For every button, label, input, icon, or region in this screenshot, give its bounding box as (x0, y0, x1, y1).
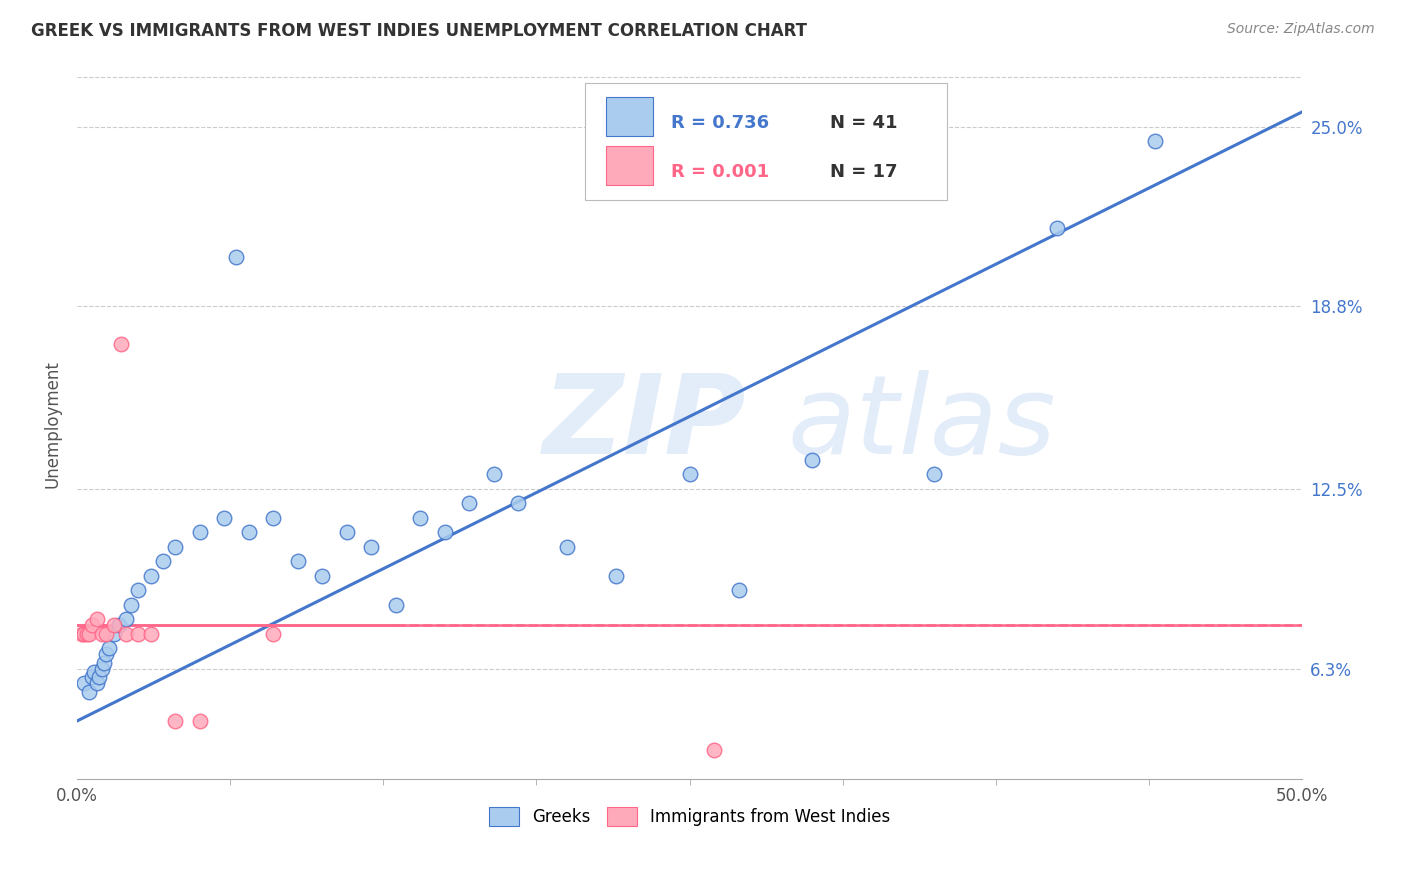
Point (555, 540, 578, 554)
Point (139, 569, 162, 583)
Point (212, 511, 235, 525)
Point (801, 453, 824, 467)
Point (90, 662, 112, 676)
Point (678, 467, 700, 482)
Point (139, 627, 162, 641)
Point (73, 627, 96, 641)
Text: N = 17: N = 17 (831, 163, 898, 181)
Point (165, 714, 187, 728)
Point (79, 627, 101, 641)
Point (120, 598, 142, 612)
Point (76, 627, 98, 641)
Point (83, 665, 105, 679)
Point (73, 676, 96, 690)
Point (703, 743, 725, 757)
Point (107, 618, 129, 632)
Point (115, 627, 138, 641)
Point (89, 670, 111, 684)
Point (86, 612, 108, 626)
Point (152, 554, 174, 568)
Point (335, 525, 357, 540)
Point (433, 525, 456, 540)
Text: atlas: atlas (787, 370, 1056, 477)
Point (70, 627, 93, 641)
Point (409, 511, 432, 525)
Point (225, 250, 247, 264)
Point (80, 618, 103, 632)
Y-axis label: Unemployment: Unemployment (44, 359, 60, 488)
Point (93, 656, 115, 670)
Point (79, 685, 101, 699)
Point (188, 525, 211, 540)
Text: N = 41: N = 41 (831, 113, 898, 132)
Point (80, 670, 103, 684)
Point (311, 569, 333, 583)
Point (727, 583, 749, 598)
Point (97, 641, 120, 656)
Point (238, 525, 260, 540)
Point (90, 627, 112, 641)
Point (96, 627, 118, 641)
Text: R = 0.736: R = 0.736 (671, 113, 769, 132)
Point (165, 540, 187, 554)
FancyBboxPatch shape (585, 83, 946, 200)
Point (458, 496, 481, 510)
Point (127, 627, 149, 641)
Point (86, 676, 108, 690)
Text: Source: ZipAtlas.com: Source: ZipAtlas.com (1227, 22, 1375, 37)
Text: ZIP: ZIP (543, 370, 747, 477)
Point (360, 540, 382, 554)
Point (1046, 221, 1069, 235)
Point (287, 554, 309, 568)
Point (924, 467, 946, 482)
Point (384, 598, 406, 612)
Point (605, 569, 627, 583)
Point (1143, 134, 1166, 148)
Bar (606, 96, 652, 136)
Point (506, 496, 529, 510)
Text: GREEK VS IMMIGRANTS FROM WEST INDIES UNEMPLOYMENT CORRELATION CHART: GREEK VS IMMIGRANTS FROM WEST INDIES UNE… (31, 22, 807, 40)
Point (103, 618, 125, 632)
Point (482, 467, 505, 482)
Point (110, 337, 132, 351)
Point (127, 583, 149, 598)
Point (115, 612, 138, 626)
Point (96, 647, 118, 661)
Point (188, 714, 211, 728)
Point (103, 627, 125, 641)
Text: R = 0.001: R = 0.001 (671, 163, 769, 181)
Point (262, 511, 284, 525)
Point (262, 627, 284, 641)
Bar (606, 146, 652, 186)
Legend: Greeks, Immigrants from West Indies: Greeks, Immigrants from West Indies (481, 798, 898, 835)
